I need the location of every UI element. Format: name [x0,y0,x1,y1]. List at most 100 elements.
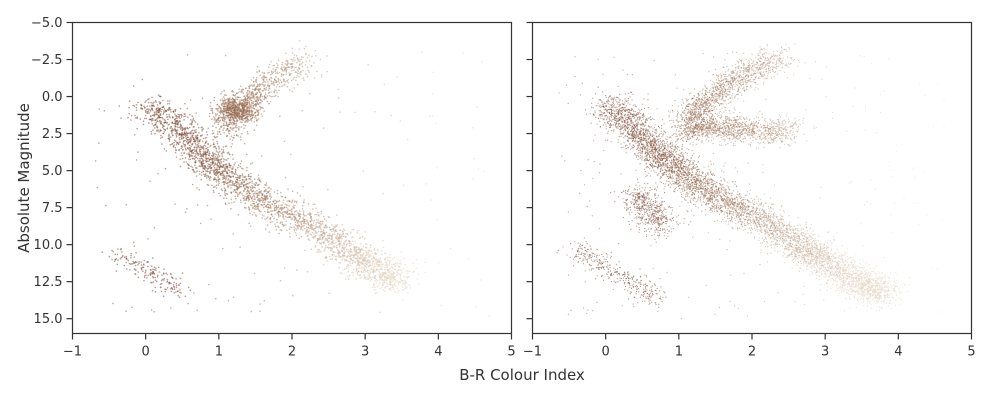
left-star-point [268,79,271,81]
left-star-point [263,215,265,217]
left-star-point [244,117,247,119]
left-star-point [232,175,234,177]
left-star-point [306,56,309,59]
right-star-point [713,200,716,202]
left-star-point [169,127,171,129]
left-star-point [352,262,354,264]
left-star-point [215,154,217,156]
left-star-point [312,203,315,206]
left-star-point [293,216,295,218]
left-star-point [155,118,158,120]
left-star-point [290,216,292,219]
left-star-point [247,186,250,189]
left-star-point [430,199,433,201]
left-star-point [177,294,179,297]
left-star-point [161,124,164,126]
left-star-point [251,214,254,216]
left-star-point [237,116,239,119]
left-star-point [137,264,139,266]
left-star-point [406,277,409,279]
left-star-point [178,149,180,152]
left-star-point [253,178,256,180]
left-star-point [291,190,294,193]
left-star-point [312,224,315,227]
left-star-point [336,214,338,216]
left-star-point [349,264,352,267]
left-star-point [189,140,191,143]
left-star-point [155,269,157,272]
left-star-point [236,112,239,115]
left-star-point [145,274,147,277]
left-star-point [374,275,376,277]
left-star-point [154,276,157,279]
left-star-point [360,261,362,263]
left-star-point [255,201,258,204]
left-star-point [156,104,159,106]
left-star-point [175,284,178,287]
left-star-point [391,270,393,272]
left-star-point [144,272,146,274]
right-star-point [909,277,911,279]
left-star-point [425,183,428,185]
left-star-point [216,109,219,111]
left-star-point [277,216,280,218]
left-star-point [150,118,152,121]
right-star-point [846,247,848,249]
right-star-point [763,240,765,242]
left-star-point [219,133,222,135]
left-star-point [317,230,320,233]
left-star-point [319,226,321,228]
right-star-point [772,241,774,243]
left-star-point [173,288,176,290]
left-star-point [224,181,227,184]
left-x-tick-label: 5 [507,345,515,360]
left-star-point [322,232,325,234]
left-star-point [169,136,172,138]
left-star-point [241,114,243,116]
left-star-point [294,59,296,61]
left-star-point [288,215,290,218]
left-star-point [130,254,132,257]
left-star-point [239,115,241,118]
left-star-point [245,193,248,195]
left-star-point [217,121,219,124]
left-star-point [222,124,225,127]
left-star-point [172,117,174,119]
left-star-point [345,248,348,251]
left-star-point [215,184,218,187]
left-star-point [174,151,177,154]
left-star-point [225,129,227,132]
left-star-point [187,286,190,289]
left-star-point [218,150,221,153]
left-star-point [160,290,163,293]
left-star-point [320,76,323,78]
left-star-point [171,127,174,130]
left-star-point [300,70,302,73]
left-star-point [376,261,378,263]
left-star-point [290,70,293,72]
left-star-point [293,54,296,56]
left-star-point [278,204,280,207]
left-star-point [213,122,216,124]
left-star-point [112,302,114,305]
left-star-point [222,99,224,102]
left-star-point [343,251,346,254]
left-star-point [243,206,246,209]
left-star-point [374,251,376,254]
left-star-point [224,194,227,197]
left-star-point [122,254,124,257]
left-star-point [173,128,176,130]
left-star-point [181,157,184,160]
left-star-point [179,158,182,160]
left-star-point [251,110,254,112]
left-star-point [251,112,253,115]
left-star-point [281,221,284,223]
left-star-point [147,238,149,240]
left-star-point [344,247,347,249]
left-star-point [295,201,298,204]
left-star-point [311,231,314,234]
left-star-point [308,239,311,241]
left-star-point [332,251,335,254]
left-star-point [148,108,150,111]
right-star-point [767,235,769,238]
